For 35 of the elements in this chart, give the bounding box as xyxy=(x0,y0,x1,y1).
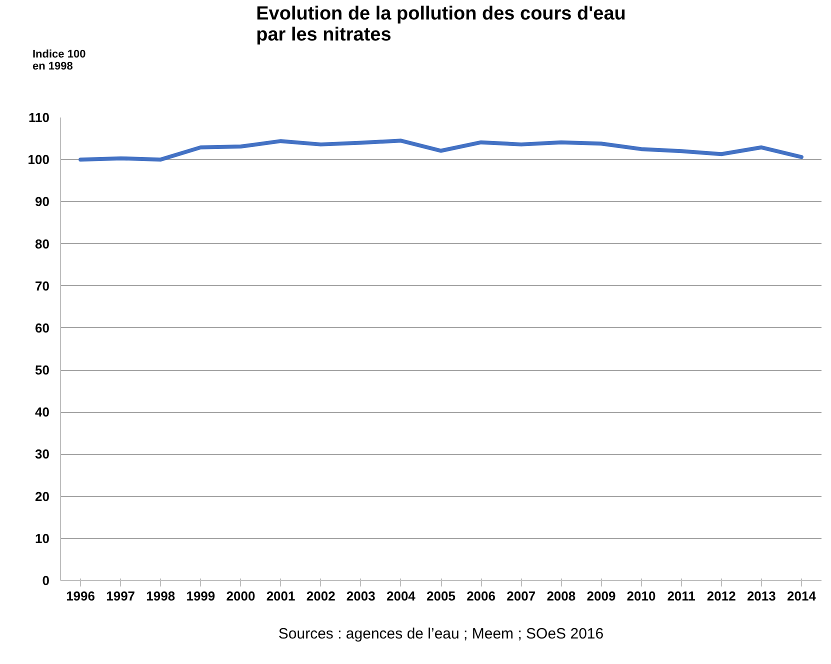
x-tick-label: 1996 xyxy=(66,588,95,604)
x-tick-label: 2013 xyxy=(746,588,776,604)
x-tick-label: 2000 xyxy=(226,588,256,604)
x-tick-label: 2014 xyxy=(787,588,817,604)
x-tick-label: 2002 xyxy=(306,588,336,604)
x-tick-label: 2008 xyxy=(546,588,576,604)
chart-title: Evolution de la pollution des cours d'eau par les nitrates xyxy=(256,4,626,46)
x-tick-label: 1999 xyxy=(186,588,216,604)
x-tick-label: 2001 xyxy=(266,588,296,604)
y-tick-label: 80 xyxy=(35,236,50,252)
y-tick-label: 100 xyxy=(28,152,50,168)
y-tick-label: 110 xyxy=(28,110,50,125)
x-tick-label: 2003 xyxy=(346,588,376,604)
x-tick-label: 2009 xyxy=(586,588,616,604)
x-tick-label: 2007 xyxy=(506,588,536,604)
y-tick-label: 50 xyxy=(35,362,50,378)
y-tick-label: 90 xyxy=(35,194,50,210)
x-tick-label: 1998 xyxy=(146,588,176,604)
y-axis-title: Indice 100 en 1998 xyxy=(32,48,86,72)
source-note: Sources : agences de l’eau ; Meem ; SOeS 2016 xyxy=(278,626,604,642)
x-tick-label: 2005 xyxy=(426,588,456,604)
x-tick-label: 2004 xyxy=(386,588,416,604)
line-series xyxy=(78,138,804,162)
x-tick-label: 2006 xyxy=(466,588,496,604)
y-tick-label: 40 xyxy=(35,404,50,420)
y-tick-label: 0 xyxy=(42,573,50,588)
y-tick-label: 20 xyxy=(35,488,50,504)
y-tick-label: 60 xyxy=(35,320,50,336)
y-tick-label: 10 xyxy=(35,530,50,546)
x-tick-label: 2011 xyxy=(667,588,696,604)
y-tick-label: 70 xyxy=(35,278,50,294)
y-tick-label: 30 xyxy=(35,446,50,462)
x-tick-label: 2010 xyxy=(626,588,656,604)
x-tick-label: 1997 xyxy=(106,588,136,604)
x-tick-label: 2012 xyxy=(706,588,736,604)
